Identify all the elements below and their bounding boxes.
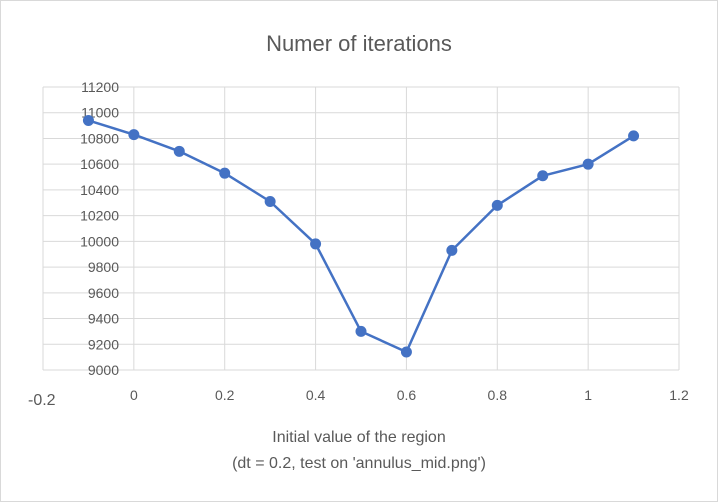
- x-axis-subtitle: (dt = 0.2, test on 'annulus_mid.png'): [232, 455, 486, 472]
- data-point: [128, 129, 140, 141]
- data-point: [82, 114, 94, 126]
- y-tick-label: 9200: [88, 336, 119, 352]
- data-point: [491, 199, 503, 211]
- x-tick-label: 0.4: [306, 387, 326, 403]
- x-tick-label: 0.2: [215, 387, 235, 403]
- y-tick-label: 10800: [80, 130, 119, 146]
- data-point: [173, 145, 185, 157]
- y-tick-label: 10400: [80, 182, 119, 198]
- data-point: [628, 130, 640, 142]
- data-point: [355, 325, 367, 337]
- x-tick-label: -0.2: [28, 392, 56, 409]
- y-tick-label: 9400: [88, 311, 119, 327]
- y-tick-label: 9800: [88, 259, 119, 275]
- y-tick-label: 9600: [88, 285, 119, 301]
- y-tick-label: 11200: [81, 79, 119, 95]
- x-axis-ticks: -0.2 0 0.2 0.4 0.6 0.8 1 1.2: [28, 387, 689, 409]
- x-tick-label: 0.8: [488, 387, 508, 403]
- data-point: [446, 244, 458, 256]
- x-tick-label: 1.2: [669, 387, 689, 403]
- series-line: [88, 119, 635, 354]
- chart-title: Numer of iterations: [266, 31, 452, 56]
- data-point: [400, 346, 412, 358]
- data-point: [537, 170, 549, 182]
- data-point: [582, 158, 594, 170]
- x-tick-label: 1: [584, 387, 592, 403]
- y-tick-label: 10200: [80, 208, 119, 224]
- grid: [42, 86, 680, 371]
- y-tick-label: 10000: [80, 233, 119, 249]
- data-point: [264, 195, 276, 207]
- data-point: [310, 238, 322, 250]
- series: [82, 114, 640, 358]
- y-tick-label: 9000: [88, 362, 119, 378]
- x-tick-label: 0: [130, 387, 138, 403]
- data-point: [219, 167, 231, 179]
- y-tick-label: 10600: [80, 156, 119, 172]
- x-tick-label: 0.6: [397, 387, 417, 403]
- x-axis-title: Initial value of the region: [272, 429, 445, 446]
